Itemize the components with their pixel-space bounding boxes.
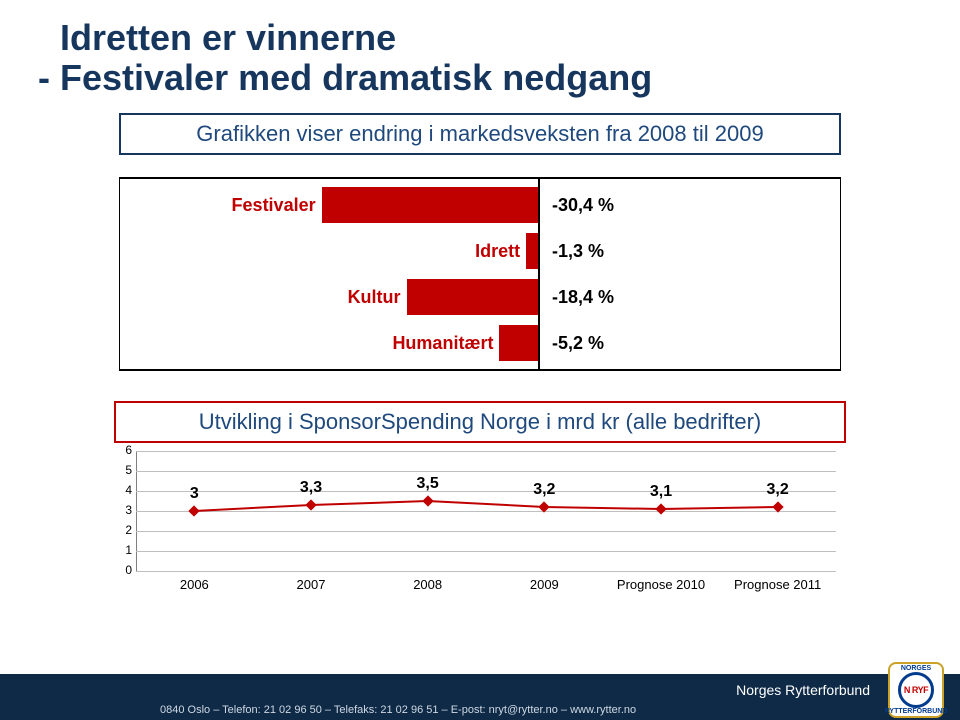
- bar: [407, 279, 538, 315]
- bar: [322, 187, 538, 223]
- title-line2: - Festivaler med dramatisk nedgang: [38, 58, 960, 98]
- x-tick-label: 2006: [180, 577, 209, 592]
- logo: NORGES N RYF RYTTERFORBUND: [890, 664, 942, 716]
- bar: [526, 233, 538, 269]
- bar-value: -30,4 %: [552, 195, 614, 216]
- logo-circle-icon: N RYF: [898, 672, 934, 708]
- bar: [499, 325, 537, 361]
- bar-label: Humanitært: [392, 333, 493, 354]
- footer: Norges Rytterforbund 0840 Oslo – Telefon…: [0, 674, 960, 720]
- x-tick-label: 2008: [413, 577, 442, 592]
- bar-row: Kultur -18,4 %: [120, 279, 840, 315]
- footer-contact: 0840 Oslo – Telefon: 21 02 96 50 – Telef…: [160, 704, 636, 716]
- title-block: Idretten er vinnerne - Festivaler med dr…: [0, 0, 960, 103]
- bar-label: Kultur: [348, 287, 401, 308]
- data-label: 3,2: [533, 481, 555, 499]
- series-line: [100, 447, 846, 581]
- data-label: 3: [190, 485, 199, 503]
- bar-value: -18,4 %: [552, 287, 614, 308]
- title-line1: Idretten er vinnerne: [60, 18, 960, 58]
- linechart-title: Utvikling i SponsorSpending Norge i mrd …: [199, 409, 761, 434]
- x-tick-label: Prognose 2011: [734, 577, 821, 592]
- bar-chart: Festivaler -30,4 % Idrett -1,3 % Kultur -18,4…: [119, 177, 841, 371]
- logo-mid: N RYF: [904, 686, 928, 695]
- linechart-title-box: Utvikling i SponsorSpending Norge i mrd …: [114, 401, 846, 443]
- bar-row: Humanitært -5,2 %: [120, 325, 840, 361]
- bar-row: Idrett -1,3 %: [120, 233, 840, 269]
- data-label: 3,2: [767, 481, 789, 499]
- bar-label: Idrett: [475, 241, 520, 262]
- bar-value: -5,2 %: [552, 333, 604, 354]
- bar-row: Festivaler -30,4 %: [120, 187, 840, 223]
- subtitle: Grafikken viser endring i markedsveksten…: [196, 121, 763, 146]
- org-name: Norges Rytterforbund: [736, 682, 870, 698]
- data-label: 3,3: [300, 479, 322, 497]
- x-tick-label: Prognose 2010: [617, 577, 705, 592]
- x-tick-label: 2007: [297, 577, 326, 592]
- line-chart: 0123456320063,320073,520083,220093,1Prog…: [100, 447, 860, 597]
- logo-top: NORGES: [901, 665, 931, 672]
- bar-label: Festivaler: [232, 195, 316, 216]
- bar-value: -1,3 %: [552, 241, 604, 262]
- x-tick-label: 2009: [530, 577, 559, 592]
- subtitle-box: Grafikken viser endring i markedsveksten…: [119, 113, 841, 155]
- logo-bot: RYTTERFORBUND: [885, 708, 948, 715]
- data-label: 3,5: [417, 475, 439, 493]
- data-label: 3,1: [650, 483, 672, 501]
